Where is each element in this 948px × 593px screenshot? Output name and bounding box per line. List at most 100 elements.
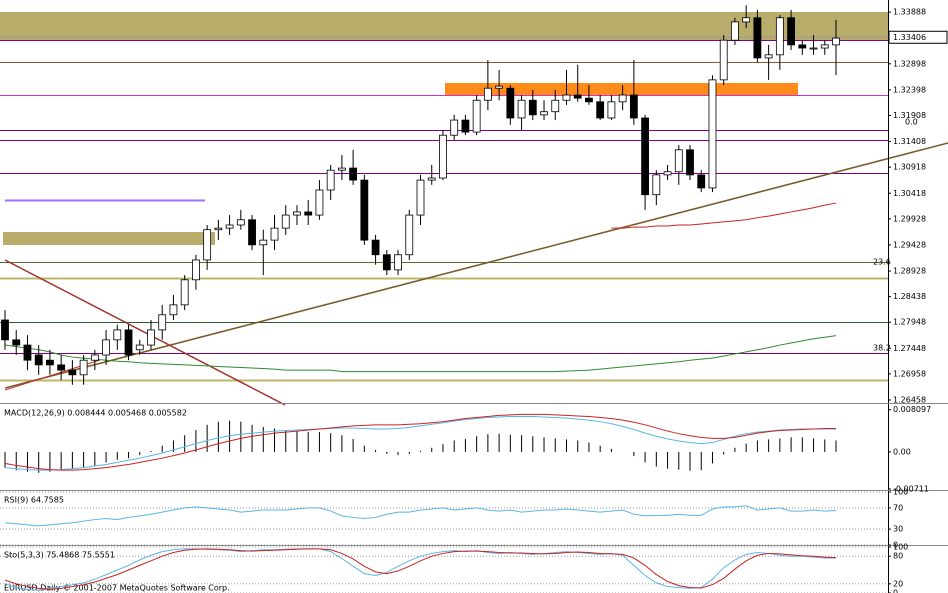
candle-body [315,189,324,216]
candle-body [652,174,661,196]
y-tick-label: 100 [893,543,908,552]
candle-body [764,54,773,59]
candle-body [798,44,807,49]
trend-line [4,142,948,389]
y-tick-label: 1.31408 [893,137,926,146]
candle-body [113,329,122,341]
candle-body [68,369,77,376]
candle-body [169,304,178,316]
zone [0,12,888,40]
series-line [4,548,837,590]
candle-body [820,44,829,49]
candle-body [775,17,784,56]
panel-title: MACD(12,26,9) 0.008444 0.005468 0.005582 [4,409,187,418]
candle-body [506,87,515,119]
candle-body [405,214,414,256]
y-tick-label: 0 [893,541,898,550]
candle-body [607,101,616,119]
y-tick-label: 1.31908 [893,111,926,120]
y-tick-label: 1.30918 [893,163,926,172]
panel-title: RSI(9) 64.7585 [4,496,64,505]
candle-body [46,359,54,366]
candle-body [1,319,9,341]
candle-body [697,174,706,189]
y-tick-label: 20 [893,579,903,588]
y-tick-label: 1.27448 [893,344,926,353]
candle-body [382,254,391,271]
y-tick-label: 1.27948 [893,318,926,327]
candle-body [360,179,369,241]
trend-line [4,259,286,406]
y-tick-label: 0 [893,589,898,593]
candle-body [832,37,840,46]
y-tick-label: 1.29428 [893,240,926,249]
candle-body [618,94,627,103]
candle-body [483,87,492,101]
y-tick-label: 1.26958 [893,369,926,378]
candle-body [304,211,313,216]
fib-label: 23.6 [873,258,891,267]
series-line [4,415,836,471]
candle-body [192,259,200,281]
y-tick-label: 1.30418 [893,189,926,198]
candle-body [102,339,110,356]
candle-body [450,119,459,136]
y-tick-label: 1.28928 [893,267,926,276]
y-tick-label: -0.00711 [893,485,929,494]
candle-body [236,219,245,226]
candle-body [349,167,358,181]
y-tick-label: 1.26458 [893,395,926,404]
y-tick-label: 1.28438 [893,292,926,301]
candle-body [461,119,470,133]
candle-body [495,85,504,89]
y-tick-label: 0.00 [893,447,911,456]
candle-body [34,354,43,366]
candle-body [214,227,223,231]
candle-body [180,279,189,306]
candle-body [57,364,66,371]
candle-body [573,94,582,99]
candle-body [585,97,593,103]
y-tick-label: 0.008097 [893,405,931,414]
series-line [4,335,837,373]
candle-body [293,211,301,216]
candle-body [337,167,346,171]
candle-body [708,79,717,189]
y-tick-label: 30 [893,525,903,534]
candle-body [394,254,402,271]
fib-label: 0.0 [905,118,918,127]
candle-body [540,111,548,116]
series-line [4,413,836,471]
candle-body [641,117,649,196]
candle-body [23,344,32,361]
footer: EURUSD,Daily © 2001-2007 MetaQuotes Soft… [4,584,230,593]
candle-body [753,17,762,59]
y-tick-label: 1.29928 [893,214,926,223]
candle-body [203,229,212,261]
candle-body [719,39,728,81]
candle-body [663,171,672,176]
fib-label: 38.2 [873,344,891,353]
candle-body [259,239,268,246]
candle-body [742,17,751,23]
candle-body [528,99,537,116]
candle-body [124,329,133,356]
candle-body [596,101,605,119]
series-line [611,202,837,229]
candle-body [674,149,683,173]
candle-body [562,94,571,101]
candle-body [472,99,481,133]
candle-body [371,239,380,256]
candle-body [135,344,144,351]
candle-body [551,99,560,113]
candle-body [281,214,290,229]
y-tick-label: 80 [893,552,903,561]
candle-body [90,354,99,361]
candle-body [517,99,526,119]
candle-body [439,134,447,179]
panel-title: Sto(5,3,3) 75.4868 75.5551 [4,551,115,560]
y-tick-label: 1.32898 [893,59,926,68]
